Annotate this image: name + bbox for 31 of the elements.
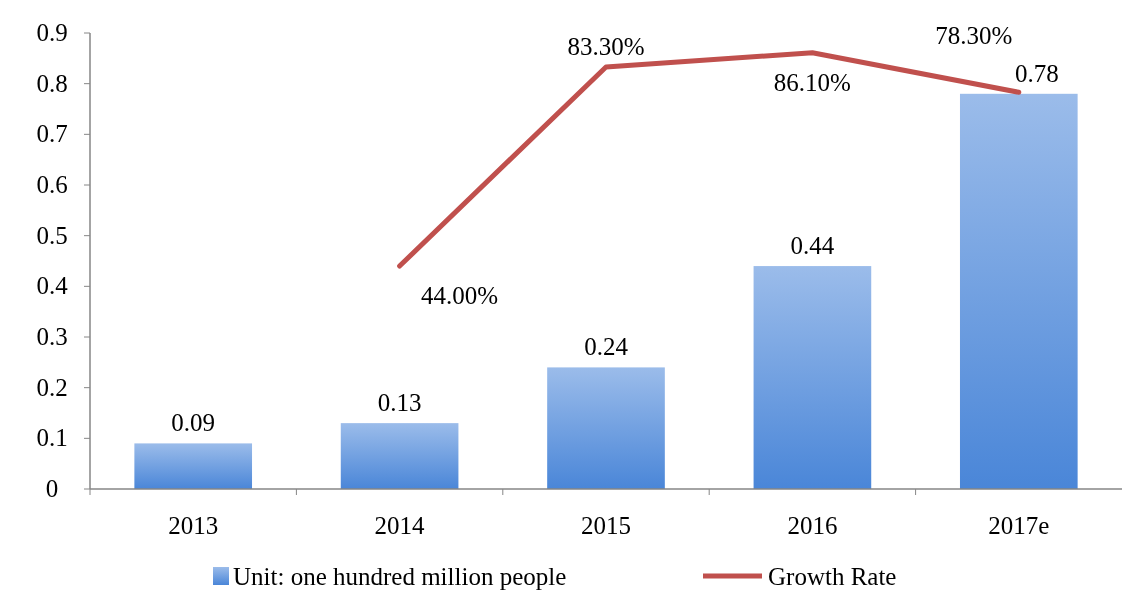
y-tick-label: 0 [45,475,59,502]
y-tick-label: 0.9 [36,19,68,46]
data-label: 0.13 [377,389,422,417]
y-tick-label: 0.8 [36,69,68,97]
bar [959,93,1078,489]
legend-label: Growth Rate [768,563,897,590]
y-tick-label: 0.5 [36,221,68,249]
data-label: 78.30% [935,22,1013,50]
y-tick-label: 0.6 [36,171,68,198]
bar [340,423,459,489]
y-tick-label: 0.1 [36,424,68,452]
x-tick-label: 2017e [988,512,1050,539]
legend-label: Unit: one hundred million people [233,563,567,590]
data-label: 86.10% [773,68,851,96]
x-tick-label: 2015 [581,512,631,539]
data-label: 0.09 [171,409,216,437]
data-label: 83.30% [567,32,645,60]
y-tick-label: 0.3 [36,323,68,350]
data-label: 44.00% [421,282,499,310]
x-tick-label: 2016 [787,512,838,539]
y-tick-label: 0.2 [36,373,68,401]
data-label: 0.78 [1014,59,1059,87]
data-label: 0.44 [790,232,835,260]
bar [753,266,872,489]
bar [134,443,253,489]
bar [547,367,665,489]
y-tick-label: 0.7 [36,120,68,148]
x-tick-label: 2014 [374,512,426,539]
data-label: 0.24 [584,333,629,361]
y-tick-label: 0.4 [36,272,69,300]
x-tick-label: 2013 [168,512,219,539]
